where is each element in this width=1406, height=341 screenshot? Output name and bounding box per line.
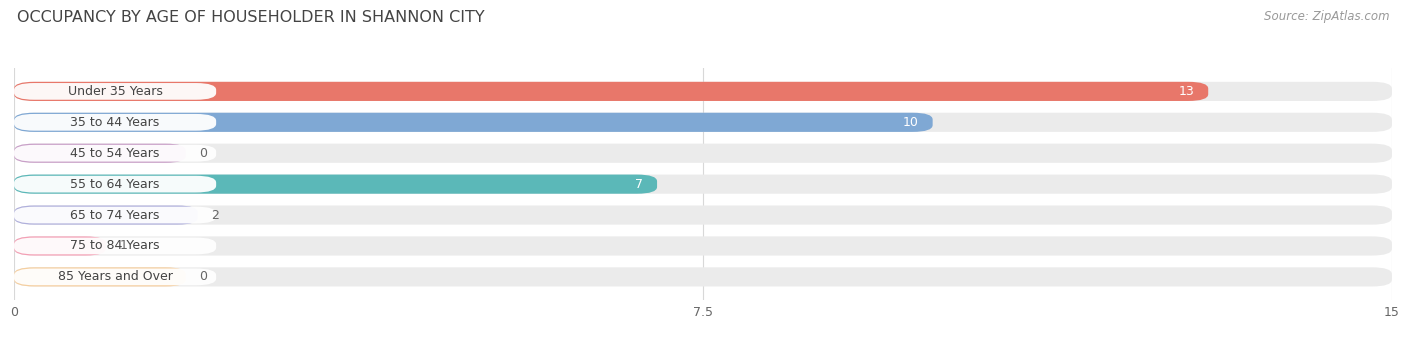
FancyBboxPatch shape [14,238,217,254]
FancyBboxPatch shape [14,267,186,286]
FancyBboxPatch shape [14,175,657,194]
Text: 13: 13 [1178,85,1195,98]
Text: 65 to 74 Years: 65 to 74 Years [70,209,160,222]
Text: Source: ZipAtlas.com: Source: ZipAtlas.com [1264,10,1389,23]
FancyBboxPatch shape [14,113,1392,132]
FancyBboxPatch shape [14,83,217,100]
FancyBboxPatch shape [14,236,105,255]
Text: 45 to 54 Years: 45 to 54 Years [70,147,160,160]
FancyBboxPatch shape [14,82,1392,101]
FancyBboxPatch shape [14,207,217,223]
FancyBboxPatch shape [14,114,217,131]
FancyBboxPatch shape [14,206,1392,225]
Text: 75 to 84 Years: 75 to 84 Years [70,239,160,252]
FancyBboxPatch shape [14,145,217,162]
FancyBboxPatch shape [14,176,217,192]
Text: 10: 10 [903,116,920,129]
Text: 0: 0 [200,147,208,160]
Text: 1: 1 [120,239,128,252]
Text: OCCUPANCY BY AGE OF HOUSEHOLDER IN SHANNON CITY: OCCUPANCY BY AGE OF HOUSEHOLDER IN SHANN… [17,10,485,25]
Text: 35 to 44 Years: 35 to 44 Years [70,116,160,129]
Text: 85 Years and Over: 85 Years and Over [58,270,173,283]
FancyBboxPatch shape [14,175,1392,194]
FancyBboxPatch shape [14,144,1392,163]
FancyBboxPatch shape [14,269,217,285]
Text: 2: 2 [211,209,219,222]
FancyBboxPatch shape [14,144,186,163]
FancyBboxPatch shape [14,206,198,225]
Text: 55 to 64 Years: 55 to 64 Years [70,178,160,191]
Text: 0: 0 [200,270,208,283]
Text: Under 35 Years: Under 35 Years [67,85,163,98]
FancyBboxPatch shape [14,82,1208,101]
Text: 7: 7 [636,178,644,191]
FancyBboxPatch shape [14,113,932,132]
FancyBboxPatch shape [14,267,1392,286]
FancyBboxPatch shape [14,236,1392,255]
